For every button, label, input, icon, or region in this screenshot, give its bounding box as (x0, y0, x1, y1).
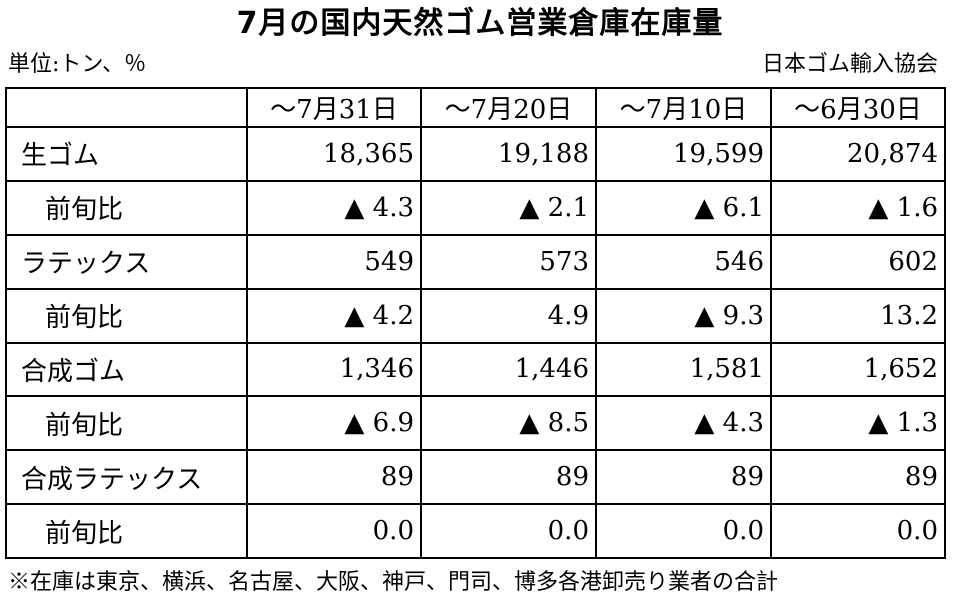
footnote: ※在庫は東京、横浜、名古屋、大阪、神戸、門司、博多各港卸売り業者の合計 (8, 570, 779, 595)
change-cell: ▲ 6.9 (246, 395, 422, 452)
value-cell: 20,874 (770, 126, 946, 182)
value-cell: 19,188 (420, 126, 597, 182)
change-cell: 0.0 (595, 503, 772, 559)
value-cell: 89 (246, 449, 422, 506)
value-cell: 89 (420, 449, 597, 506)
row-label: 合成ラテックス (5, 449, 248, 506)
value-cell: 549 (246, 233, 422, 290)
column-header: ～7月10日 (595, 87, 772, 128)
row-label: 前旬比 (5, 287, 248, 344)
value-cell: 1,446 (420, 341, 597, 398)
stock-row: 生ゴム 18,365 19,188 19,599 20,874 (5, 126, 946, 182)
change-cell: ▲ 1.6 (770, 179, 946, 236)
value-cell: 1,581 (595, 341, 772, 398)
value-cell: 89 (595, 449, 772, 506)
column-header: ～7月20日 (420, 87, 597, 128)
header-row: ～7月31日 ～7月20日 ～7月10日 ～6月30日 (5, 87, 946, 128)
change-cell: ▲ 6.1 (595, 179, 772, 236)
inventory-table: ～7月31日 ～7月20日 ～7月10日 ～6月30日 生ゴム 18,365 19,… (5, 87, 946, 559)
value-cell: 18,365 (246, 126, 422, 182)
change-row: 前旬比 0.0 0.0 0.0 0.0 (5, 503, 946, 559)
change-cell: ▲ 4.3 (246, 179, 422, 236)
stock-row: 合成ラテックス 89 89 89 89 (5, 449, 946, 506)
row-label: 合成ゴム (5, 341, 248, 398)
table-body: 生ゴム 18,365 19,188 19,599 20,874 前旬比 ▲ 4.3 ▲ 2.1… (5, 126, 946, 559)
column-header: ～6月30日 (770, 87, 946, 128)
change-row: 前旬比 ▲ 6.9 ▲ 8.5 ▲ 4.3 ▲ 1.3 (5, 395, 946, 452)
stock-row: 合成ゴム 1,346 1,446 1,581 1,652 (5, 341, 946, 398)
value-cell: 573 (420, 233, 597, 290)
column-header: ～7月31日 (246, 87, 422, 128)
value-cell: 546 (595, 233, 772, 290)
change-cell: ▲ 4.2 (246, 287, 422, 344)
change-cell: 0.0 (420, 503, 597, 559)
change-cell: ▲ 2.1 (420, 179, 597, 236)
unit-label: 単位:トン、％ (8, 52, 147, 77)
change-cell: ▲ 9.3 (595, 287, 772, 344)
value-cell: 89 (770, 449, 946, 506)
source-label: 日本ゴム輸入協会 (761, 52, 938, 77)
change-row: 前旬比 ▲ 4.2 4.9 ▲ 9.3 13.2 (5, 287, 946, 344)
value-cell: 1,346 (246, 341, 422, 398)
corner-cell (5, 87, 248, 128)
change-cell: ▲ 8.5 (420, 395, 597, 452)
change-row: 前旬比 ▲ 4.3 ▲ 2.1 ▲ 6.1 ▲ 1.6 (5, 179, 946, 236)
value-cell: 19,599 (595, 126, 772, 182)
change-cell: ▲ 4.3 (595, 395, 772, 452)
row-label: 前旬比 (5, 395, 248, 452)
change-cell: 13.2 (770, 287, 946, 344)
table-title: 7月の国内天然ゴム営業倉庫在庫量 (236, 6, 724, 41)
stock-row: ラテックス 549 573 546 602 (5, 233, 946, 290)
change-cell: ▲ 1.3 (770, 395, 946, 452)
row-label: 前旬比 (5, 179, 248, 236)
value-cell: 1,652 (770, 341, 946, 398)
change-cell: 0.0 (246, 503, 422, 559)
row-label: ラテックス (5, 233, 248, 290)
value-cell: 602 (770, 233, 946, 290)
row-label: 前旬比 (5, 503, 248, 559)
row-label: 生ゴム (5, 126, 248, 182)
change-cell: 0.0 (770, 503, 946, 559)
change-cell: 4.9 (420, 287, 597, 344)
